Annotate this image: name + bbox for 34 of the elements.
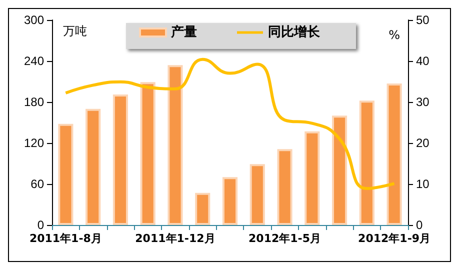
x-tick-label: 2012年1-5月 bbox=[248, 232, 322, 245]
x-tick-label: 2012年1-9月 bbox=[358, 232, 431, 245]
bar bbox=[58, 124, 74, 225]
y2-tick-label: 10 bbox=[416, 177, 430, 191]
y2-tick-label: 20 bbox=[416, 136, 430, 150]
y-tick-label: 60 bbox=[30, 177, 44, 191]
bar bbox=[277, 149, 292, 225]
y-tick-label: 300 bbox=[24, 13, 44, 27]
y2-tick-label: 30 bbox=[416, 95, 430, 109]
legend-label: 同比增长 bbox=[268, 25, 321, 40]
line-series bbox=[64, 58, 396, 190]
bar bbox=[386, 84, 402, 225]
bar bbox=[332, 116, 348, 225]
bar bbox=[250, 164, 265, 225]
y-tick-label: 120 bbox=[24, 136, 44, 150]
y2-axis-title: % bbox=[388, 28, 400, 42]
y2-tick-label: 50 bbox=[416, 13, 430, 27]
bar bbox=[168, 65, 183, 225]
bar bbox=[359, 100, 374, 225]
y-axis-title: 万吨 bbox=[63, 24, 87, 38]
legend-label: 产量 bbox=[170, 24, 197, 40]
y-tick-label: 180 bbox=[24, 95, 44, 109]
x-tick-label: 2011年1-8月 bbox=[29, 232, 102, 245]
bar bbox=[222, 177, 238, 225]
x-tick-label: 2011年1-12月 bbox=[135, 232, 216, 245]
bar bbox=[86, 108, 101, 225]
y-tick-label: 0 bbox=[37, 218, 44, 232]
y-tick-label: 240 bbox=[24, 54, 44, 68]
bar bbox=[195, 192, 210, 225]
bar bbox=[304, 131, 320, 225]
bar bbox=[140, 82, 156, 225]
bar bbox=[112, 94, 128, 225]
y2-tick-label: 40 bbox=[416, 54, 430, 68]
y2-tick-label: 0 bbox=[416, 218, 423, 232]
